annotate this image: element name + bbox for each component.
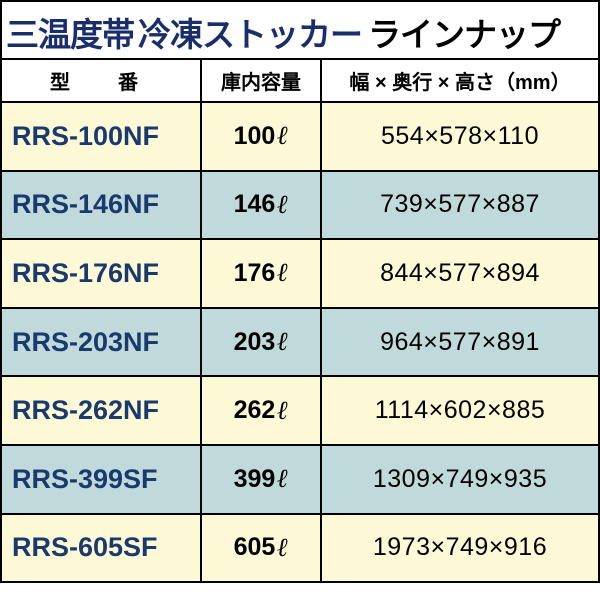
- title-part3: ラインナップ: [368, 8, 560, 56]
- cell-dimensions: 1973×749×916: [322, 515, 598, 582]
- cell-capacity: 262ℓ: [202, 377, 322, 444]
- title-part2: 冷凍ストッカー: [138, 8, 362, 56]
- cell-capacity: 203ℓ: [202, 309, 322, 376]
- table-title: 三温度帯 冷凍ストッカー ラインナップ: [2, 0, 598, 58]
- cell-capacity: 605ℓ: [202, 515, 322, 582]
- table-row: RRS-176NF176ℓ844×577×894: [2, 238, 598, 307]
- cell-model: RRS-176NF: [2, 240, 202, 307]
- cell-model: RRS-605SF: [2, 515, 202, 582]
- table-row: RRS-605SF605ℓ1973×749×916: [2, 513, 598, 582]
- cell-model: RRS-100NF: [2, 103, 202, 170]
- table-row: RRS-100NF100ℓ554×578×110: [2, 101, 598, 170]
- cell-capacity: 176ℓ: [202, 240, 322, 307]
- header-capacity: 庫内容量: [202, 60, 322, 101]
- cell-model: RRS-399SF: [2, 446, 202, 513]
- header-dimensions: 幅 × 奥行 × 高さ（mm）: [322, 60, 598, 101]
- cell-capacity: 146ℓ: [202, 172, 322, 239]
- table-row: RRS-146NF146ℓ739×577×887: [2, 170, 598, 239]
- cell-dimensions: 844×577×894: [322, 240, 598, 307]
- table-header: 型 番 庫内容量 幅 × 奥行 × 高さ（mm）: [2, 58, 598, 101]
- cell-dimensions: 1114×602×885: [322, 377, 598, 444]
- title-part1: 三温度帯: [6, 8, 134, 56]
- cell-dimensions: 554×578×110: [322, 103, 598, 170]
- table-row: RRS-262NF262ℓ1114×602×885: [2, 375, 598, 444]
- table-row: RRS-203NF203ℓ964×577×891: [2, 307, 598, 376]
- lineup-table: 三温度帯 冷凍ストッカー ラインナップ 型 番 庫内容量 幅 × 奥行 × 高さ…: [0, 0, 600, 583]
- cell-model: RRS-146NF: [2, 172, 202, 239]
- header-model: 型 番: [2, 60, 202, 101]
- table-row: RRS-399SF399ℓ1309×749×935: [2, 444, 598, 513]
- cell-dimensions: 964×577×891: [322, 309, 598, 376]
- cell-model: RRS-203NF: [2, 309, 202, 376]
- cell-capacity: 399ℓ: [202, 446, 322, 513]
- cell-dimensions: 1309×749×935: [322, 446, 598, 513]
- cell-model: RRS-262NF: [2, 377, 202, 444]
- cell-capacity: 100ℓ: [202, 103, 322, 170]
- cell-dimensions: 739×577×887: [322, 172, 598, 239]
